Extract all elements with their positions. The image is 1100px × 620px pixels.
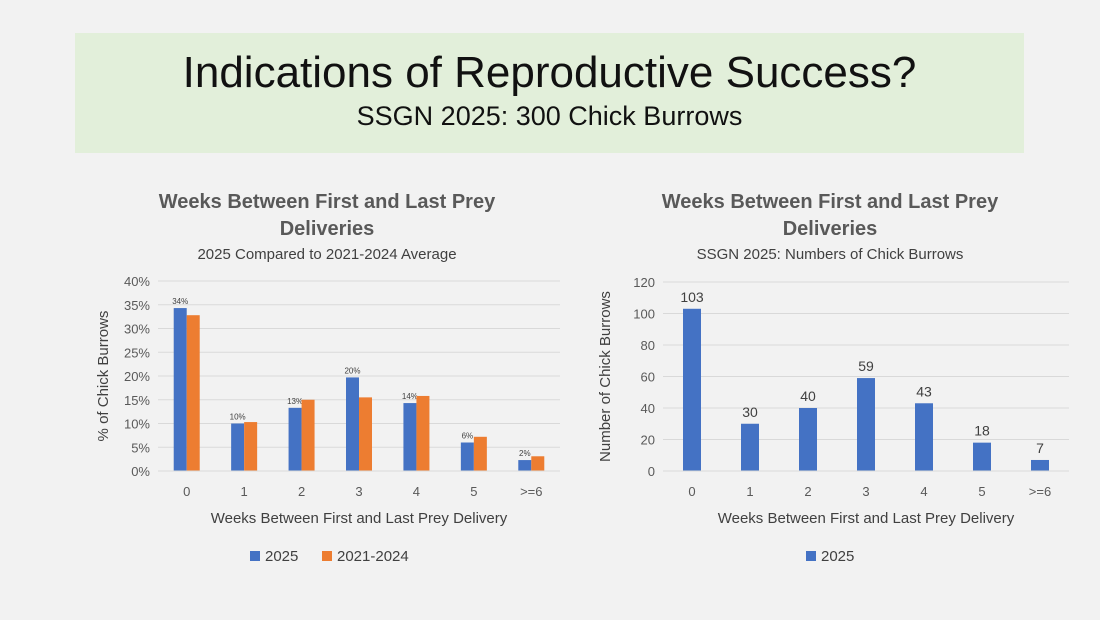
chart-title-line1: Weeks Between First and Last Prey [662, 191, 999, 213]
bar-2025-2 [288, 407, 302, 471]
bar-2025-4 [403, 403, 417, 471]
data-label: 40 [800, 388, 816, 404]
data-label: 10% [230, 413, 246, 422]
data-label: 6% [462, 432, 474, 441]
y-axis-label: % of Chick Burrows [95, 311, 112, 442]
y-tick-label: 100 [633, 307, 655, 322]
y-tick-label: 40% [124, 274, 150, 289]
legend-swatch [322, 551, 332, 561]
bar-2025-1 [741, 423, 759, 471]
x-tick-label: 5 [470, 484, 477, 499]
y-tick-label: 20% [124, 369, 150, 384]
data-label: 30 [742, 404, 758, 420]
bar-2025-0 [173, 308, 187, 471]
x-tick-label: 0 [688, 484, 695, 499]
x-axis-label: Weeks Between First and Last Prey Delive… [211, 510, 508, 527]
bar-20212024-2 [301, 399, 315, 471]
legend-label: 2025 [821, 548, 854, 565]
data-label: 14% [402, 392, 418, 401]
data-label: 43 [916, 383, 932, 399]
x-tick-label: 5 [978, 484, 985, 499]
chart-subtitle: SSGN 2025: Numbers of Chick Burrows [697, 246, 964, 263]
x-tick-label: >=6 [520, 484, 542, 499]
data-label: 2% [519, 449, 531, 458]
bar-20212024-0 [186, 315, 200, 471]
y-tick-label: 5% [131, 440, 150, 455]
chart-title-line2: Deliveries [783, 218, 878, 240]
legend-label: 2021-2024 [337, 548, 409, 565]
bar-20212024-6 [531, 456, 545, 471]
data-label: 13% [287, 397, 303, 406]
x-tick-label: 4 [413, 484, 420, 499]
bar-20212024-4 [416, 395, 430, 471]
bar-2025-1 [231, 423, 245, 471]
chart-title-line1: Weeks Between First and Last Prey [159, 191, 496, 213]
bar-2025-5 [973, 442, 991, 471]
x-tick-label: 1 [241, 484, 248, 499]
x-tick-label: 1 [746, 484, 753, 499]
bar-2025-2 [799, 408, 817, 471]
bar-2025-3 [857, 378, 875, 471]
page-subtitle: SSGN 2025: 300 Chick Burrows [356, 101, 743, 131]
y-tick-label: 80 [641, 338, 655, 353]
y-tick-label: 10% [124, 417, 150, 432]
x-tick-label: 4 [920, 484, 927, 499]
data-label: 18 [974, 423, 990, 439]
y-tick-label: 25% [124, 345, 150, 360]
x-tick-label: 3 [355, 484, 362, 499]
y-tick-label: 35% [124, 298, 150, 313]
y-tick-label: 40 [641, 401, 655, 416]
legend-swatch [250, 551, 260, 561]
x-tick-label: >=6 [1029, 484, 1051, 499]
bar-2025-6 [1031, 459, 1049, 471]
bar-2025-3 [346, 377, 359, 471]
y-axis-label: Number of Chick Burrows [597, 291, 614, 462]
bar-20212024-1 [244, 422, 258, 471]
bar-20212024-5 [473, 436, 487, 471]
bar-2025-6 [518, 460, 532, 471]
y-tick-label: 120 [633, 275, 655, 290]
chart-subtitle: 2025 Compared to 2021-2024 Average [197, 246, 456, 263]
x-tick-label: 3 [862, 484, 869, 499]
y-tick-label: 30% [124, 322, 150, 337]
data-label: 7 [1036, 440, 1044, 456]
page-title: Indications of Reproductive Success? [182, 48, 917, 97]
x-tick-label: 2 [298, 484, 305, 499]
bar-20212024-3 [359, 397, 372, 471]
bar-2025-4 [915, 403, 933, 471]
data-label: 59 [858, 358, 874, 374]
data-label: 34% [172, 297, 188, 306]
bar-2025-0 [683, 308, 701, 471]
y-tick-label: 0 [648, 464, 655, 479]
x-axis-label: Weeks Between First and Last Prey Delive… [718, 510, 1015, 527]
y-tick-label: 20 [641, 433, 655, 448]
data-label: 103 [680, 289, 704, 305]
y-tick-label: 15% [124, 393, 150, 408]
data-label: 20% [344, 366, 360, 375]
x-tick-label: 0 [183, 484, 190, 499]
bar-2025-5 [460, 442, 474, 471]
x-tick-label: 2 [804, 484, 811, 499]
chart-title-line2: Deliveries [280, 218, 375, 240]
legend-swatch [806, 551, 816, 561]
y-tick-label: 60 [641, 370, 655, 385]
title-banner: Indications of Reproductive Success? SSG… [75, 33, 1024, 153]
legend-label: 2025 [265, 548, 298, 565]
y-tick-label: 0% [131, 464, 150, 479]
